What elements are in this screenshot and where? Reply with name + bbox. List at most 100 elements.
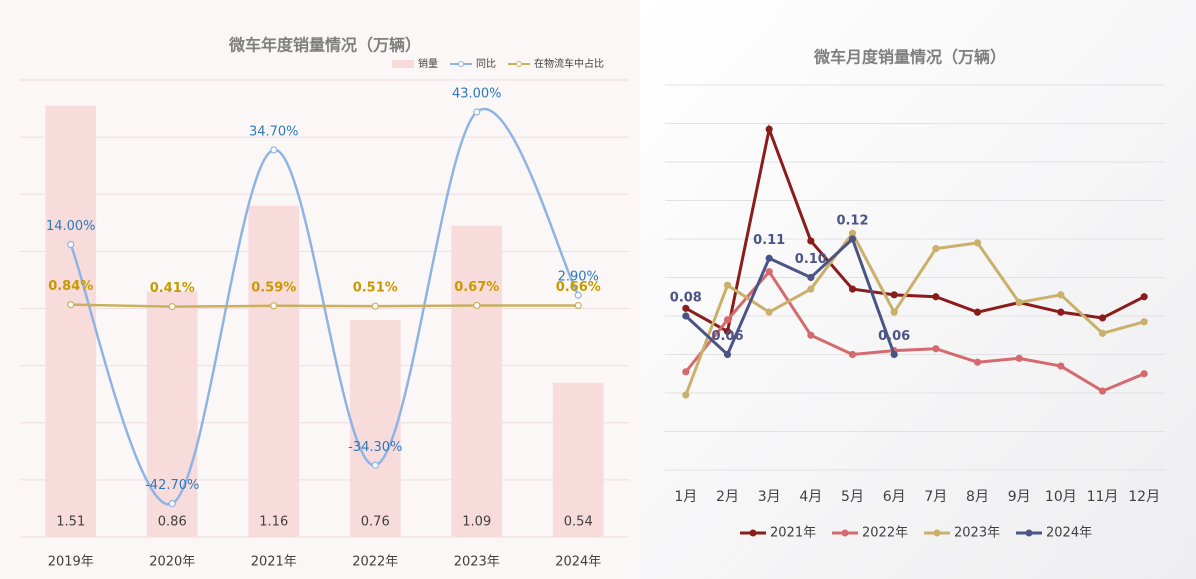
line-marker [807,237,815,245]
data-label: 43.00% [452,86,502,101]
line-marker [848,229,857,237]
x-tick-label: 2022年 [352,555,398,570]
line-marker [807,331,815,339]
line-marker [807,285,815,293]
line-marker [723,327,732,335]
x-tick-label: 2020年 [149,555,195,570]
line-marker [1057,291,1065,299]
bar [451,225,503,537]
line-marker [682,391,690,399]
legend-swatch [392,60,414,68]
line-marker [67,301,75,309]
x-tick-label: 2023年 [454,555,500,570]
x-tick-label: 11月 [1087,489,1119,505]
legend-label: 在物流车中占比 [534,57,604,70]
x-tick-label: 3月 [758,489,781,505]
data-label: 14.00% [46,219,96,234]
line-marker [1098,387,1107,395]
data-label: 0.51% [353,281,398,296]
line-marker [682,368,690,376]
line-marker [973,358,982,366]
line-marker [807,273,815,282]
series-line [685,123,1145,334]
x-tick-label: 2019年 [48,555,94,570]
line-marker [270,146,278,154]
data-label: 0.84% [48,279,93,294]
x-tick-label: 1月 [674,489,697,505]
data-label: 0.10 [795,252,827,267]
x-tick-label: 4月 [799,489,822,505]
legend-label: 同比 [476,58,496,70]
data-label: 2.90% [558,270,599,285]
data-label: 34.70% [249,124,299,139]
line-marker [1098,329,1107,337]
bar [248,205,300,538]
line-marker [848,285,857,293]
line-marker [1098,314,1107,322]
series-line [70,303,579,308]
legend-label: 2023年 [954,526,1000,541]
data-label: 0.41% [150,281,195,296]
line-marker [1015,298,1023,307]
line-marker [270,302,278,310]
line-marker [168,303,176,311]
data-label: 0.06 [711,329,743,344]
line-marker [932,345,940,353]
line-marker [1057,308,1065,316]
line-marker [723,281,732,289]
data-label: 0.06 [878,329,910,344]
line-marker [723,350,732,359]
legend-label: 2022年 [862,526,908,541]
line-marker [168,500,176,508]
legend-label: 销量 [418,57,438,70]
data-label: 0.67% [454,280,499,295]
line-marker [1140,293,1148,301]
legend-swatch [933,529,941,537]
data-label: -42.70% [145,478,199,493]
bar-value-label: 0.76 [361,515,390,530]
line-marker [574,291,582,299]
line-marker [848,350,857,359]
line-marker [765,308,773,316]
line-marker [723,316,732,324]
line-marker [932,293,940,301]
x-tick-label: 10月 [1045,489,1077,505]
line-marker [473,108,481,116]
line-marker [848,235,857,243]
chart-title: 微车月度销量情况（万辆） [813,48,1006,67]
line-marker [765,125,773,133]
line-marker [371,302,379,310]
bar-value-label: 1.51 [56,515,85,530]
line-marker [973,308,982,316]
x-tick-label: 8月 [966,489,989,505]
bar-value-label: 0.86 [158,515,187,530]
line-marker [932,245,940,253]
line-marker [682,304,690,312]
bar-value-label: 1.09 [462,515,491,530]
x-tick-label: 2024年 [555,555,601,570]
data-label: 0.66% [556,280,601,295]
line-marker [574,301,582,310]
x-tick-label: 5月 [841,489,864,505]
bar-value-label: 1.16 [259,515,288,530]
line-marker [1015,354,1023,362]
line-marker [765,268,773,276]
data-label: 0.08 [670,291,702,306]
data-label: 0.12 [836,214,868,229]
data-label: -34.30% [348,440,402,455]
line-marker [371,461,379,469]
legend-label: 2021年 [770,526,816,541]
data-label: 0.11 [753,233,785,248]
legend-swatch [749,529,757,537]
bar-value-label: 0.54 [564,515,593,530]
line-marker [67,240,75,249]
legend-swatch [841,529,849,537]
line-marker [1057,362,1065,370]
x-tick-label: 2月 [716,489,739,505]
line-marker [682,312,690,320]
x-tick-label: 2021年 [251,555,297,570]
series-line [684,230,1145,396]
x-tick-label: 6月 [883,489,906,505]
line-marker [890,308,898,316]
